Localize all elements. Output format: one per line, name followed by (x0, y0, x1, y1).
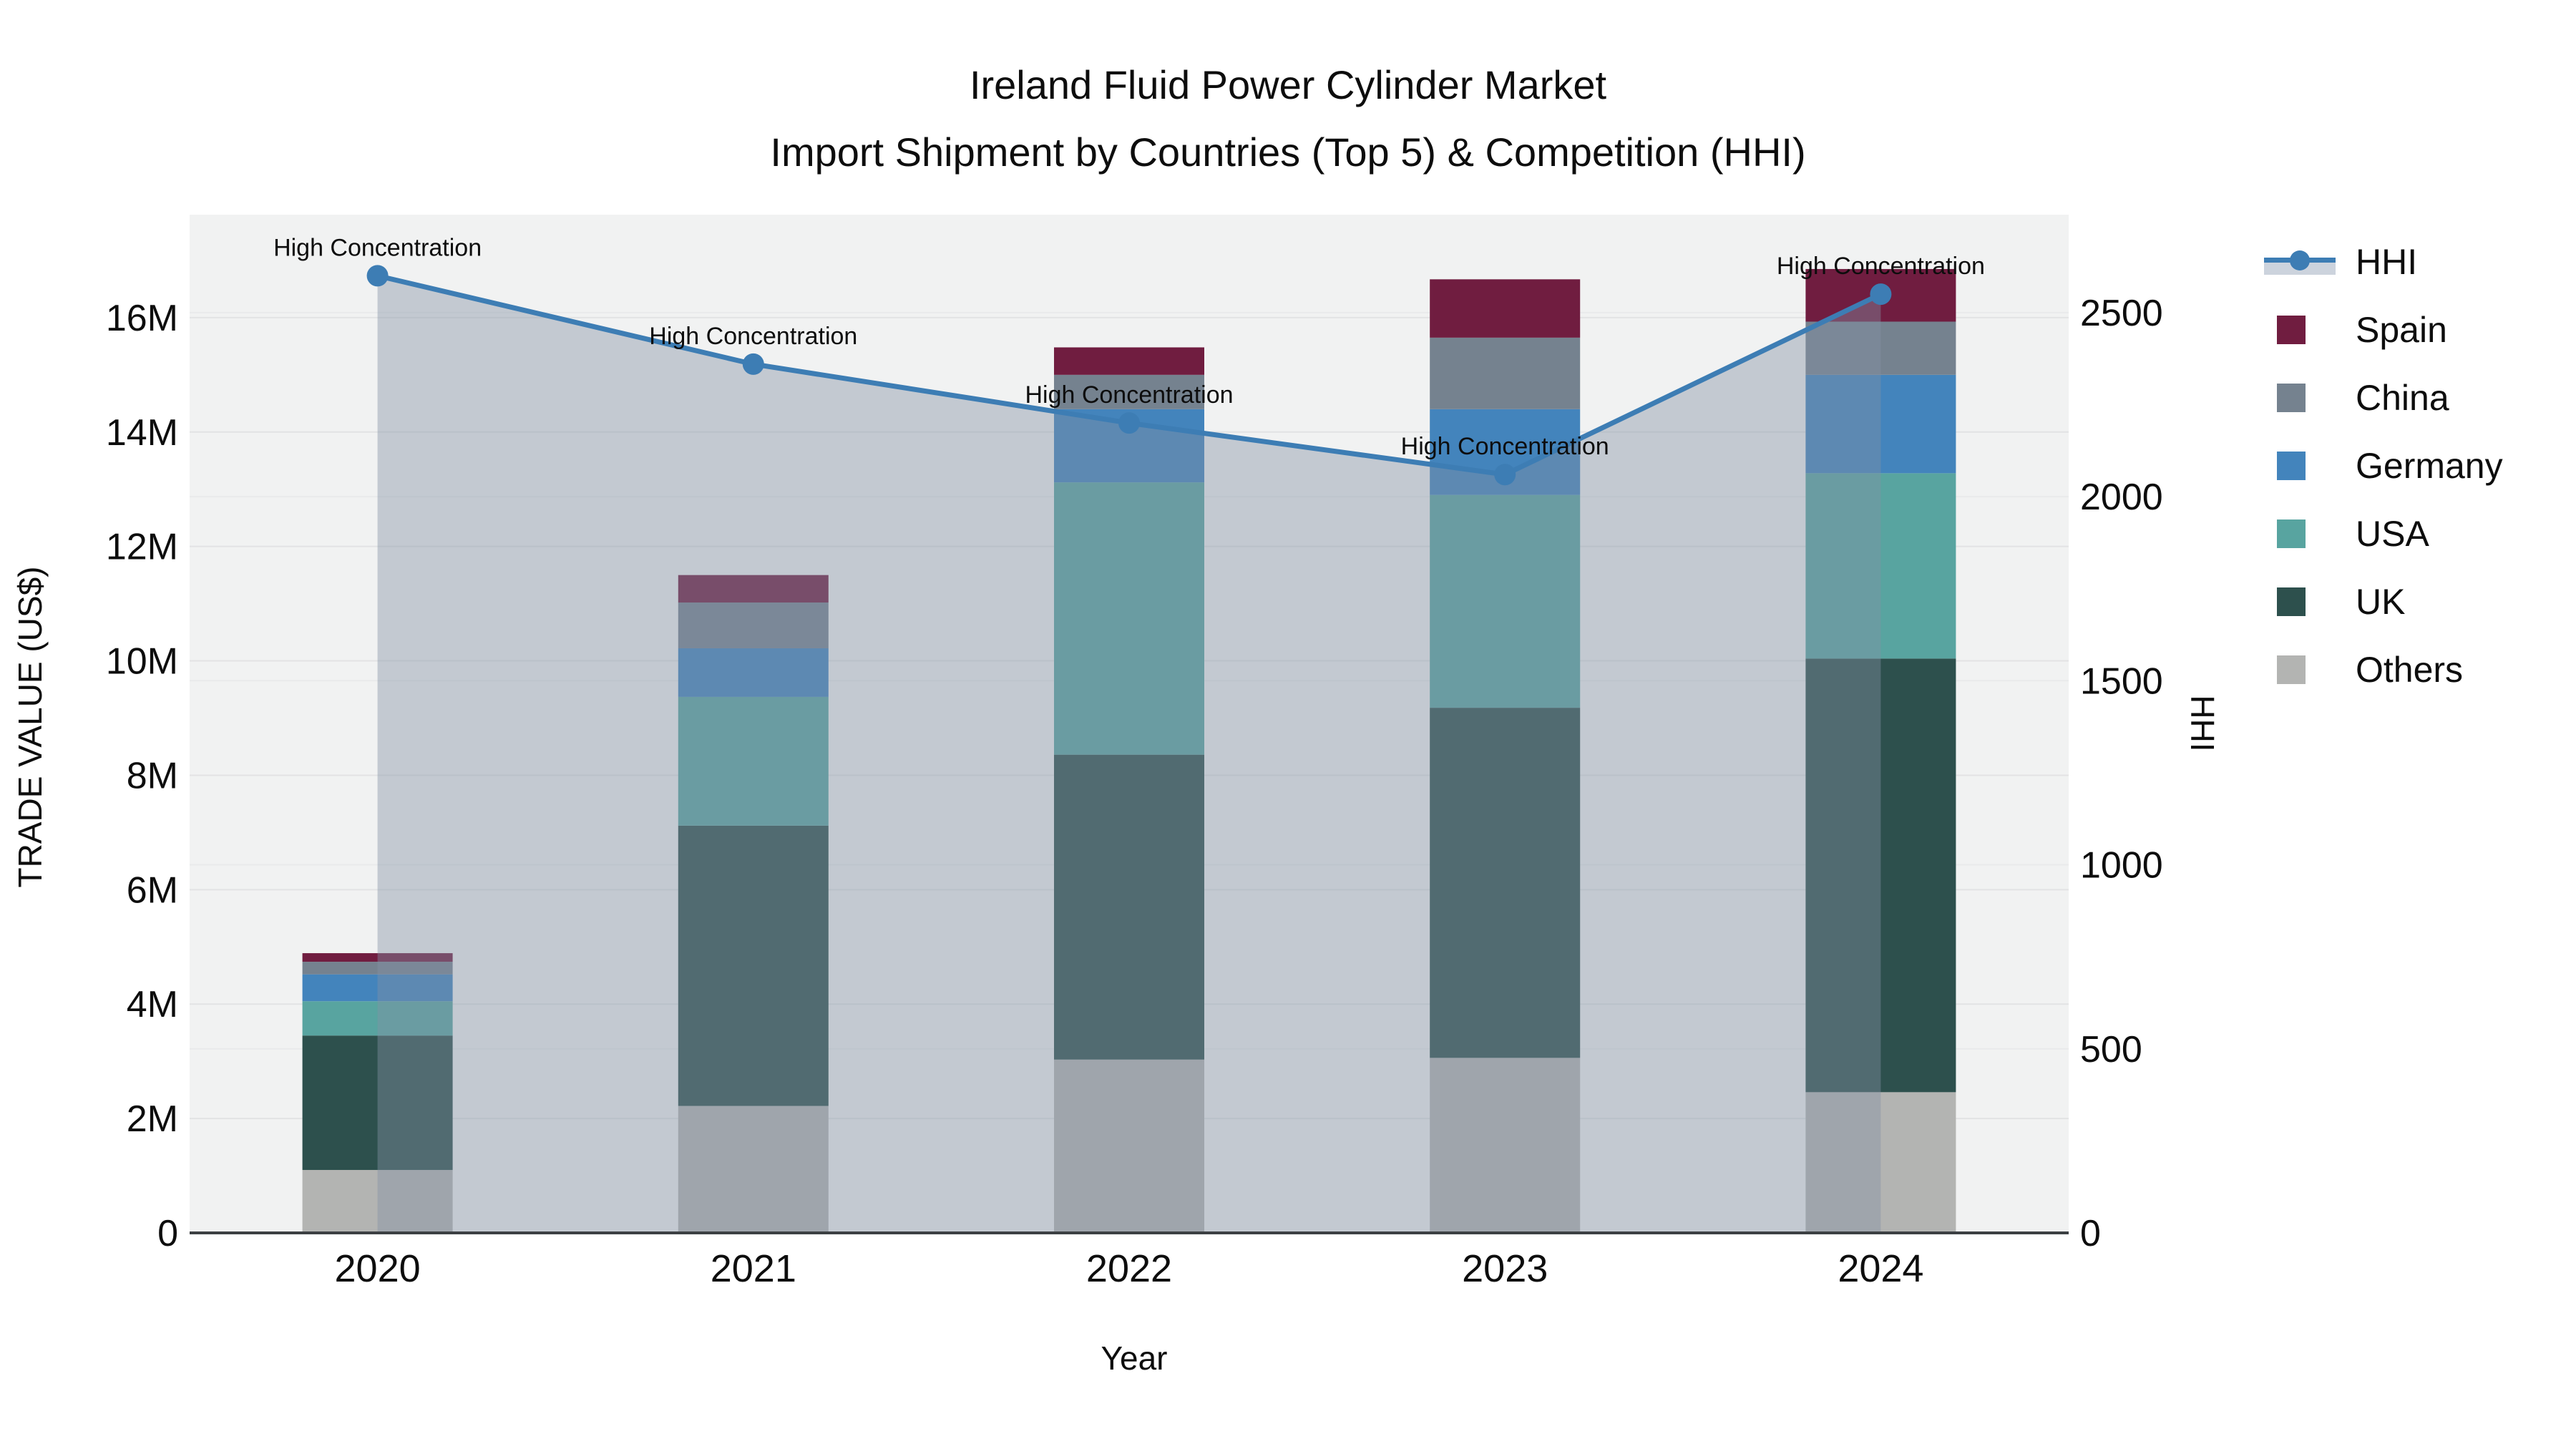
hhi-marker-2020 (366, 265, 389, 287)
y-left-tick-10M: 10M (106, 641, 178, 683)
x-tick-2022: 2022 (1086, 1247, 1172, 1290)
bar-segment-usa-2022[interactable] (1054, 482, 1204, 755)
bar-segment-uk-2020[interactable] (302, 1035, 453, 1171)
y-right-tick-1000: 1000 (2080, 845, 2163, 887)
bar-segment-usa-2021[interactable] (678, 696, 829, 826)
bar-segment-china-2021[interactable] (678, 602, 829, 648)
bar-segment-uk-2023[interactable] (1430, 708, 1581, 1058)
legend-label: USA (2356, 513, 2429, 554)
hhi-marker-2022 (1118, 412, 1140, 434)
bar-segment-china-2022[interactable] (1054, 374, 1204, 409)
hhi-line-swatch-icon (2261, 248, 2346, 276)
x-tick-2023: 2023 (1462, 1247, 1548, 1290)
hhi-marker-2021 (742, 353, 764, 375)
bar-segment-germany-2024[interactable] (1805, 374, 1956, 474)
bar-segment-uk-2024[interactable] (1805, 658, 1956, 1093)
bar-segment-others-2021[interactable] (678, 1106, 829, 1233)
uk-swatch-icon (2261, 587, 2346, 616)
bar-segment-uk-2021[interactable] (678, 825, 829, 1106)
legend: HHI Spain China Germany USA UK Others (2261, 228, 2503, 703)
legend-label: UK (2356, 581, 2406, 622)
legend-label: HHI (2356, 241, 2418, 282)
legend-label: China (2356, 377, 2449, 418)
bar-segment-uk-2022[interactable] (1054, 754, 1204, 1060)
bar-segment-spain-2021[interactable] (678, 575, 829, 603)
legend-item-others[interactable]: Others (2261, 635, 2503, 703)
legend-item-germany[interactable]: Germany (2261, 431, 2503, 499)
bar-segment-others-2024[interactable] (1805, 1092, 1956, 1233)
bar-segment-spain-2023[interactable] (1430, 279, 1581, 338)
china-swatch-icon (2261, 383, 2346, 412)
legend-item-spain[interactable]: Spain (2261, 296, 2503, 364)
chart-title-line1: Ireland Fluid Power Cylinder Market (969, 62, 1607, 107)
bar-segment-china-2020[interactable] (302, 962, 453, 975)
annotation-2023: High Concentration (1401, 433, 1609, 460)
y-left-tick-8M: 8M (127, 755, 178, 796)
bar-segment-usa-2020[interactable] (302, 1001, 453, 1036)
bar-segment-others-2022[interactable] (1054, 1059, 1204, 1233)
legend-label: Others (2356, 649, 2464, 690)
spain-swatch-icon (2261, 315, 2346, 344)
y-left-tick-14M: 14M (106, 412, 178, 454)
x-axis-title: Year (1101, 1340, 1168, 1377)
y-left-tick-2M: 2M (127, 1098, 178, 1140)
bar-segment-spain-2020[interactable] (302, 953, 453, 962)
y-right-tick-500: 500 (2080, 1029, 2142, 1070)
legend-item-hhi[interactable]: HHI (2261, 228, 2503, 296)
chart-title: Ireland Fluid Power Cylinder Market Impo… (0, 52, 2576, 186)
others-swatch-icon (2261, 655, 2346, 684)
hhi-area (377, 275, 1881, 1233)
bar-segment-germany-2020[interactable] (302, 974, 453, 1002)
y-left-tick-0: 0 (157, 1213, 178, 1254)
legend-label: Germany (2356, 445, 2503, 486)
bar-segment-china-2024[interactable] (1805, 321, 1956, 375)
x-tick-2024: 2024 (1838, 1247, 1923, 1290)
bar-segment-china-2023[interactable] (1430, 337, 1581, 409)
germany-swatch-icon (2261, 451, 2346, 480)
chart-title-line2: Import Shipment by Countries (Top 5) & C… (770, 130, 1806, 175)
annotation-2021: High Concentration (649, 323, 857, 350)
usa-swatch-icon (2261, 519, 2346, 548)
bar-segment-others-2023[interactable] (1430, 1058, 1581, 1233)
legend-label: Spain (2356, 309, 2447, 350)
y-left-tick-16M: 16M (106, 298, 178, 339)
legend-item-uk[interactable]: UK (2261, 567, 2503, 635)
y-right-tick-0: 0 (2080, 1213, 2101, 1254)
bar-segment-usa-2024[interactable] (1805, 473, 1956, 659)
hhi-marker-2024 (1870, 283, 1892, 306)
y-left-tick-4M: 4M (127, 984, 178, 1025)
legend-item-usa[interactable]: USA (2261, 499, 2503, 567)
legend-item-china[interactable]: China (2261, 364, 2503, 431)
bar-segment-spain-2022[interactable] (1054, 347, 1204, 375)
y-right-tick-2500: 2500 (2080, 293, 2163, 334)
y-right-tick-1500: 1500 (2080, 660, 2163, 702)
x-tick-2021: 2021 (711, 1247, 796, 1290)
annotation-2024: High Concentration (1777, 253, 1985, 280)
bar-segment-others-2020[interactable] (302, 1170, 453, 1233)
x-tick-2020: 2020 (335, 1247, 421, 1290)
annotation-2020: High Concentration (273, 234, 482, 261)
bar-segment-germany-2021[interactable] (678, 648, 829, 697)
hhi-marker-2023 (1494, 464, 1516, 486)
y-right-tick-2000: 2000 (2080, 477, 2163, 518)
y-left-tick-12M: 12M (106, 527, 178, 568)
y-left-tick-6M: 6M (127, 869, 178, 911)
bar-segment-usa-2023[interactable] (1430, 494, 1581, 708)
annotation-2022: High Concentration (1025, 381, 1233, 409)
